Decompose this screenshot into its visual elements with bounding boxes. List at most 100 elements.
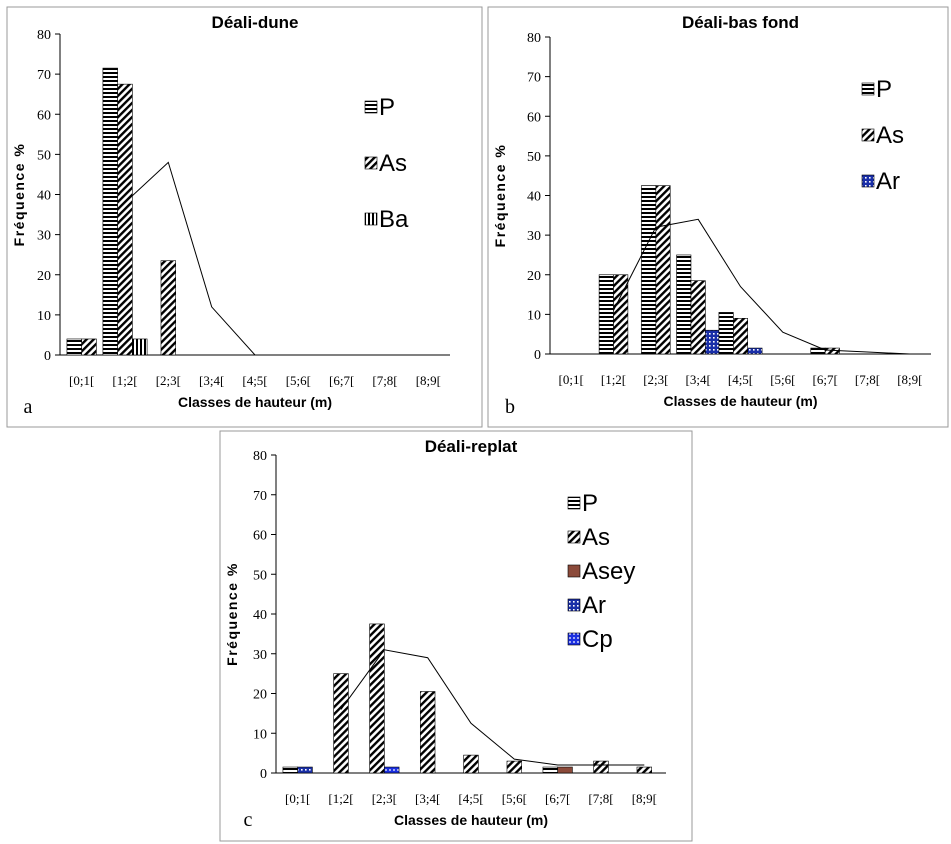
x-tick-label: [2;3[ bbox=[372, 791, 397, 806]
panel-frame bbox=[6, 6, 483, 428]
x-tick-label: [3;4[ bbox=[415, 791, 440, 806]
y-tick-label: 60 bbox=[527, 110, 541, 125]
x-tick-label: [8;9[ bbox=[897, 372, 922, 387]
panel-letter: c bbox=[244, 809, 253, 831]
x-tick-label: [0;1[ bbox=[69, 373, 94, 388]
chart-title: Déali-dune bbox=[212, 13, 299, 32]
x-tick-label: [8;9[ bbox=[632, 791, 657, 806]
x-tick-label: [4;5[ bbox=[458, 791, 483, 806]
y-tick-label: 40 bbox=[527, 190, 541, 205]
bar-as-1 bbox=[613, 274, 629, 355]
x-tick-label: [2;3[ bbox=[156, 373, 181, 388]
bar-p-0 bbox=[66, 338, 82, 356]
x-tick-label: [5;6[ bbox=[770, 372, 795, 387]
bar-p-6 bbox=[542, 766, 558, 774]
x-tick-label: [6;7[ bbox=[329, 373, 354, 388]
bar-as-4 bbox=[463, 754, 479, 774]
y-tick-label: 70 bbox=[527, 71, 541, 86]
legend-label-asey: Asey bbox=[582, 558, 635, 585]
x-tick-label: [0;1[ bbox=[559, 372, 584, 387]
bar-p-4 bbox=[718, 312, 734, 355]
bar-asey-6 bbox=[557, 766, 573, 774]
y-tick-label: 60 bbox=[37, 108, 51, 123]
y-tick-label: 50 bbox=[37, 148, 51, 163]
legend-label-p: P bbox=[876, 76, 892, 103]
legend-label-as: As bbox=[582, 524, 610, 551]
y-tick-label: 60 bbox=[253, 529, 267, 544]
bar-as-3 bbox=[690, 280, 706, 355]
y-tick-label: 80 bbox=[527, 31, 541, 46]
bar-as-7 bbox=[593, 760, 609, 774]
y-axis-label: Fréquence % bbox=[492, 144, 508, 248]
bar-p-2 bbox=[641, 185, 657, 355]
legend-label-ar: Ar bbox=[582, 592, 606, 619]
legend-swatch-as bbox=[364, 156, 378, 170]
bar-as-3 bbox=[419, 691, 436, 774]
x-tick-label: [4;5[ bbox=[728, 372, 753, 387]
legend-label-p: P bbox=[379, 94, 395, 121]
legend-swatch-p bbox=[364, 100, 378, 114]
x-axis-label: Classes de hauteur (m) bbox=[663, 393, 817, 409]
y-tick-label: 20 bbox=[37, 269, 51, 284]
trend-line bbox=[124, 161, 429, 356]
bar-as-8 bbox=[636, 766, 653, 774]
y-axis-label: Fréquence % bbox=[224, 562, 240, 666]
legend: P As Ba bbox=[364, 94, 409, 233]
bar-as-0 bbox=[81, 338, 97, 356]
legend-label-cp: Cp bbox=[582, 626, 613, 653]
x-tick-label: [3;4[ bbox=[686, 372, 711, 387]
y-tick-label: 40 bbox=[37, 189, 51, 204]
x-tick-label: [1;2[ bbox=[601, 372, 626, 387]
legend-label-ar: Ar bbox=[876, 168, 900, 195]
panel-frame bbox=[487, 6, 949, 428]
y-tick-label: 40 bbox=[253, 608, 267, 623]
bar-cp-2 bbox=[384, 766, 400, 774]
trend-line bbox=[340, 649, 645, 766]
x-tick-label: [5;6[ bbox=[286, 373, 311, 388]
y-tick-label: 50 bbox=[527, 150, 541, 165]
y-tick-label: 30 bbox=[527, 229, 541, 244]
legend-swatch-p bbox=[567, 496, 581, 510]
x-tick-label: [2;3[ bbox=[643, 372, 668, 387]
bar-as-1 bbox=[117, 83, 133, 356]
chart-panel-a: Déali-dune 0 10 20 30 40 50 60 70 80 [0;1[[1;2[[2;… bbox=[6, 6, 483, 428]
bar-ar-4 bbox=[747, 347, 763, 355]
x-tick-label: [7;8[ bbox=[588, 791, 613, 806]
chart-title: Déali-bas fond bbox=[682, 13, 799, 32]
x-tick-label: [7;8[ bbox=[372, 373, 397, 388]
legend: P As Asey Ar Cp bbox=[567, 490, 635, 653]
chart-title: Déali-replat bbox=[425, 437, 518, 456]
x-axis-label: Classes de hauteur (m) bbox=[178, 394, 332, 410]
y-tick-label: 30 bbox=[37, 229, 51, 244]
y-tick-label: 80 bbox=[37, 28, 51, 43]
bar-p-1 bbox=[102, 67, 118, 356]
trend-line bbox=[613, 218, 910, 355]
y-tick-label: 80 bbox=[253, 449, 267, 464]
legend-swatch-as bbox=[861, 128, 875, 142]
x-tick-label: [0;1[ bbox=[285, 791, 310, 806]
x-tick-label: [6;7[ bbox=[545, 791, 570, 806]
x-tick-label: [5;6[ bbox=[502, 791, 527, 806]
bar-as-1 bbox=[333, 673, 349, 774]
y-tick-label: 20 bbox=[527, 269, 541, 284]
bar-as-2 bbox=[655, 185, 671, 355]
y-tick-label: 0 bbox=[534, 348, 541, 363]
bar-ar-3 bbox=[705, 329, 721, 355]
y-tick-label: 10 bbox=[253, 727, 267, 742]
bar-as-2 bbox=[369, 623, 385, 774]
x-tick-label: [8;9[ bbox=[416, 373, 441, 388]
y-axis-label: Fréquence % bbox=[11, 143, 27, 247]
legend-label-as: As bbox=[876, 122, 904, 149]
x-tick-label: [6;7[ bbox=[813, 372, 838, 387]
y-tick-label: 10 bbox=[37, 309, 51, 324]
legend-label-as: As bbox=[379, 150, 407, 177]
panel-letter: b bbox=[505, 396, 515, 418]
panel-letter: a bbox=[24, 396, 33, 418]
y-tick-label: 70 bbox=[37, 68, 51, 83]
legend-swatch-as bbox=[567, 530, 581, 544]
x-tick-label: [3;4[ bbox=[199, 373, 224, 388]
y-tick-label: 20 bbox=[253, 688, 267, 703]
chart-panel-c: Déali-replat 0 10 20 30 40 50 60 70 80 [0;1[[1;2[[… bbox=[219, 430, 693, 842]
legend-label-p: P bbox=[582, 490, 598, 517]
y-tick-label: 0 bbox=[44, 349, 51, 364]
